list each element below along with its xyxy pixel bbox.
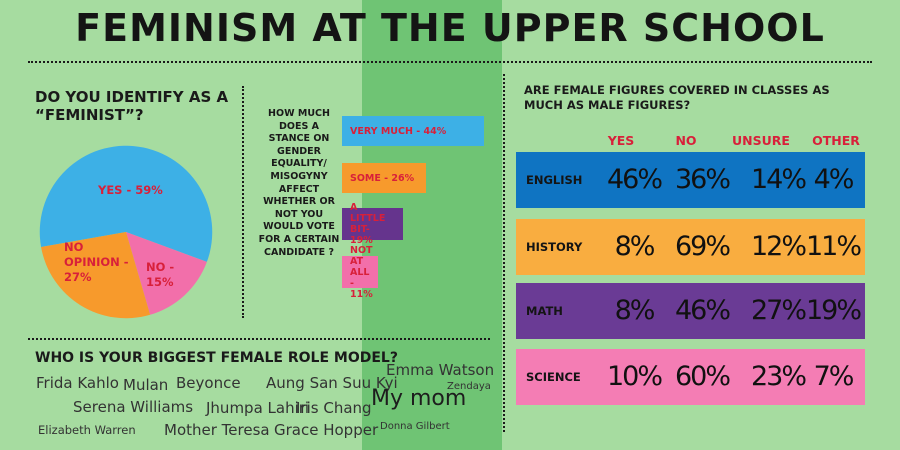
divider-right (503, 74, 505, 432)
female-figures-question: ARE FEMALE FIGURES COVERED IN CLASSES AS… (524, 83, 830, 112)
divider-left (242, 86, 244, 318)
cell-unsure: 27% (750, 295, 807, 326)
pie-label-yes: YES - 59% (98, 183, 163, 197)
column-header-unsure: UNSURE (732, 133, 790, 148)
cell-yes: 10% (606, 361, 663, 392)
divider-top (28, 61, 872, 63)
bar-label: VERY MUCH - 44% (350, 125, 447, 137)
cell-no: 46% (674, 295, 731, 326)
cell-unsure: 14% (750, 164, 807, 195)
column-header-yes: YES (607, 133, 635, 148)
role-model-name: Iris Chang (296, 399, 372, 417)
row-label: MATH (526, 304, 563, 318)
bar-label: A LITTLE BIT- 19% (350, 202, 386, 246)
bar-not-at-all: NOT AT ALL - 11% (342, 245, 378, 300)
row-label: HISTORY (526, 240, 583, 254)
cell-yes: 8% (614, 231, 656, 262)
column-header-no: NO (675, 133, 697, 148)
cell-other: 4% (813, 164, 855, 195)
row-label: ENGLISH (526, 173, 583, 187)
cell-unsure: 23% (750, 361, 807, 392)
feminist-pie-chart (39, 145, 213, 319)
role-model-name: Mulan (123, 376, 169, 394)
cell-no: 60% (674, 361, 731, 392)
table-row-science: SCIENCE 10% 60% 23% 7% (516, 349, 865, 405)
role-model-name: Jhumpa Lahiri (206, 399, 310, 417)
bar-a-little-bit: A LITTLE BIT- 19% (342, 202, 403, 246)
role-model-question: WHO IS YOUR BIGGEST FEMALE ROLE MODEL? (35, 350, 398, 366)
bar-label: NOT AT ALL - 11% (350, 244, 373, 300)
role-model-name: Serena Williams (73, 398, 194, 416)
cell-other: 19% (805, 295, 862, 326)
column-header-other: OTHER (812, 133, 860, 148)
pie-label-no: NO - 15% (146, 260, 175, 289)
bar-some: SOME - 26% (342, 163, 426, 193)
role-model-name: Frida Kahlo (36, 374, 119, 392)
bar-label: SOME - 26% (350, 172, 415, 184)
bar-very-much: VERY MUCH - 44% (342, 116, 484, 146)
divider-middle (28, 338, 490, 340)
row-label: SCIENCE (526, 370, 581, 384)
role-model-name: Mother Teresa (164, 421, 270, 439)
pie-label-no-opinion: NO OPINION - 27% (64, 240, 129, 284)
table-row-english: ENGLISH 46% 36% 14% 4% (516, 152, 865, 208)
pie-slice (39, 145, 213, 262)
role-model-name: Grace Hopper (274, 421, 379, 439)
role-model-name: Zendaya (447, 381, 491, 392)
role-model-name: Elizabeth Warren (38, 423, 136, 437)
cell-yes: 46% (606, 164, 663, 195)
feminist-question: DO YOU IDENTIFY AS A “FEMINIST”? (35, 88, 229, 124)
cell-no: 69% (674, 231, 731, 262)
pie-slice (126, 232, 207, 315)
cell-yes: 8% (614, 295, 656, 326)
page-title: FEMINISM AT THE UPPER SCHOOL (75, 6, 825, 50)
role-model-name: Aung San Suu Kyi (266, 374, 398, 392)
table-row-history: HISTORY 8% 69% 12% 11% (516, 219, 865, 275)
pie-slice (41, 232, 151, 319)
gender-equality-question: HOW MUCH DOES A STANCE ON GENDER EQUALIT… (258, 108, 340, 258)
cell-unsure: 12% (750, 231, 807, 262)
table-row-math: MATH 8% 46% 27% 19% (516, 283, 865, 339)
role-model-name: Donna Gilbert (380, 421, 450, 432)
cell-no: 36% (674, 164, 731, 195)
cell-other: 11% (805, 231, 862, 262)
role-model-name: Emma Watson (386, 361, 495, 379)
role-model-name: My mom (371, 386, 467, 411)
cell-other: 7% (813, 361, 855, 392)
role-model-name: Beyonce (176, 374, 241, 392)
